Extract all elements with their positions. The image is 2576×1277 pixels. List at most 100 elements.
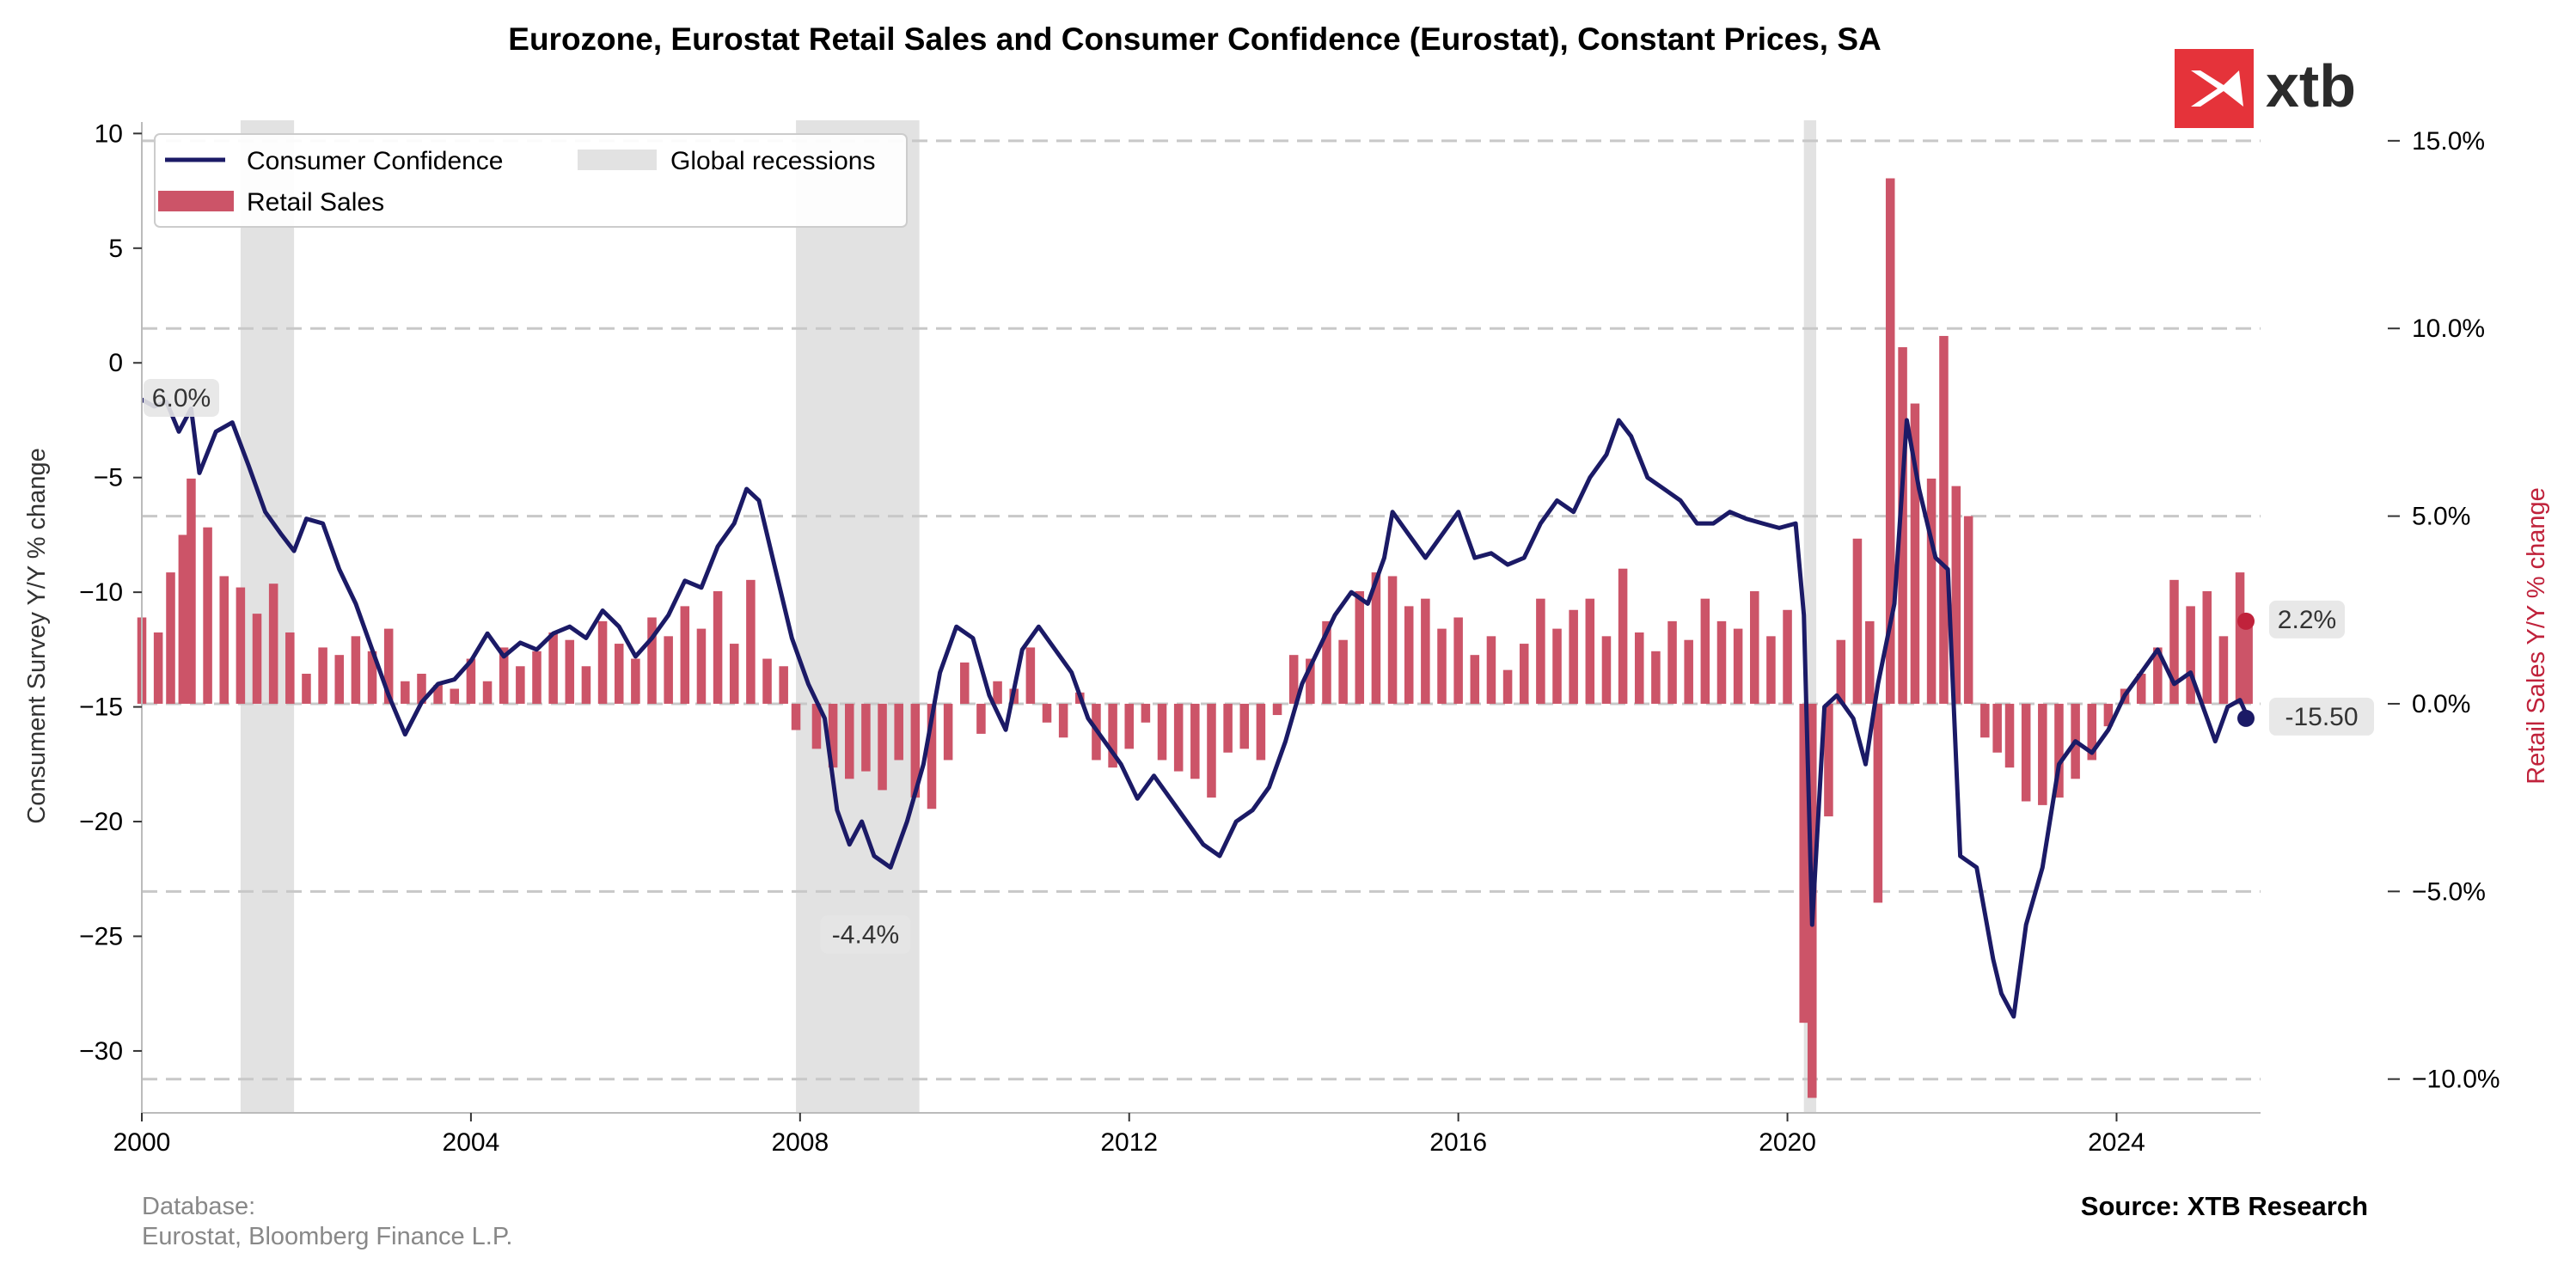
retail-sales-bar (1992, 703, 2002, 753)
retail-sales-bar (1716, 620, 1727, 704)
annotation-start-box (144, 378, 219, 417)
consumer-confidence-end-label-box (2269, 697, 2374, 736)
retail-sales-bar (1437, 628, 1447, 704)
right-tick-label: −5.0% (2412, 877, 2486, 906)
retail-sales-bar (647, 617, 657, 704)
legend-label-consumer-confidence: Consumer Confidence (247, 147, 504, 175)
legend-swatch-global-recessions (578, 150, 657, 170)
retail-sales-bar (565, 639, 575, 704)
retail-sales-bar (1552, 628, 1562, 704)
retail-sales-bar (1058, 703, 1068, 738)
retail-sales-end-marker (2237, 612, 2255, 630)
retail-sales-bar (1272, 703, 1282, 716)
left-tick-label: −15 (79, 693, 123, 722)
x-tick-label: 2024 (2088, 1128, 2145, 1157)
retail-sales-bar (1371, 572, 1381, 704)
x-tick-label: 2012 (1100, 1128, 1158, 1157)
retail-sales-bar (696, 628, 707, 704)
retail-sales-bar (417, 674, 426, 704)
retail-sales-bar (2153, 647, 2163, 704)
retail-sales-bar (499, 647, 509, 704)
left-tick-label: −10 (79, 578, 123, 607)
source-text: Source: XTB Research (2081, 1191, 2368, 1221)
legend: Consumer Confidence Global recessions Re… (154, 133, 908, 228)
retail-sales-bar (631, 658, 640, 704)
retail-sales-bar (1190, 703, 1200, 779)
retail-sales-bar (729, 644, 739, 704)
retail-sales-bar (1404, 606, 1414, 704)
retail-sales-bar (1256, 703, 1266, 761)
retail-sales-bar (1885, 178, 1895, 704)
right-axis-label: Retail Sales Y/Y % change (2523, 487, 2550, 785)
retail-sales-bar (1684, 639, 1693, 704)
retail-sales-bar (927, 703, 937, 810)
retail-sales-bar (1421, 598, 1430, 704)
retail-sales-bar (1387, 576, 1398, 704)
consumer-confidence-end-marker (2237, 709, 2255, 727)
retail-sales-bar (791, 703, 801, 730)
retail-sales-bar (1173, 703, 1184, 772)
retail-sales-bar (1898, 347, 1907, 704)
right-tick-label: −10.0% (2412, 1066, 2500, 1094)
retail-sales-bar (1799, 703, 1808, 1023)
retail-sales-bar (878, 703, 887, 791)
retail-sales-bar (302, 674, 311, 704)
consumer-confidence-end-label: -15.50 (2285, 703, 2358, 731)
retail-sales-bar (614, 644, 624, 704)
retail-sales-bar (433, 685, 443, 704)
retail-sales-bar (1502, 669, 1513, 704)
retail-sales-bar (2202, 590, 2212, 704)
retail-sales-bar (153, 632, 163, 704)
retail-sales-bar (219, 576, 229, 704)
x-tick-label: 2004 (443, 1128, 500, 1157)
xtb-logo-mark (2175, 49, 2254, 128)
retail-sales-bar (2021, 703, 2031, 802)
retail-sales-bar (779, 666, 788, 704)
retail-sales-bar (1288, 655, 1299, 704)
retail-sales-bar (2087, 703, 2097, 761)
retail-sales-bar (993, 681, 1002, 704)
retail-sales-bar (1750, 590, 1759, 704)
retail-sales-bar (2186, 606, 2195, 704)
retail-sales-bar (1453, 617, 1463, 704)
x-tick-label: 2000 (113, 1128, 171, 1157)
x-tick-label: 2008 (771, 1128, 829, 1157)
retail-sales-bar (252, 614, 262, 704)
retail-sales-bar (1025, 647, 1036, 704)
retail-sales-bar (1836, 639, 1846, 704)
retail-sales-bar (861, 703, 871, 772)
retail-sales-bar (2038, 703, 2047, 805)
x-tick-label: 2016 (1429, 1128, 1487, 1157)
retail-sales-bar (548, 632, 558, 704)
retail-sales-bar (1783, 609, 1792, 704)
retail-sales-bar (1618, 568, 1628, 704)
retail-sales-bar (680, 606, 690, 704)
right-tick-label: 15.0% (2412, 127, 2485, 156)
retail-sales-bar (1824, 703, 1833, 816)
retail-sales-bar (943, 703, 953, 761)
retail-sales-bar (1042, 703, 1052, 723)
retail-sales-bar (1963, 516, 1973, 704)
retail-sales-bar (1733, 628, 1743, 704)
retail-sales-bar (1108, 703, 1117, 768)
annotations: 6.0% -4.4% 2.2% -15.50 (144, 378, 2374, 954)
retail-sales-bar (1766, 636, 1776, 704)
retail-sales-bar (746, 579, 756, 704)
retail-sales-bar (1939, 335, 1949, 704)
retail-sales-bar (1223, 703, 1233, 753)
retail-sales-bar (187, 478, 196, 704)
retail-sales-bar (1926, 478, 1937, 704)
annotation-start: 6.0% (152, 384, 211, 412)
retail-sales-bar (318, 647, 327, 704)
retail-sales-bar (664, 636, 673, 704)
recession-span (240, 120, 295, 1113)
left-tick-label: −25 (79, 922, 123, 950)
retail-sales-bar (976, 703, 986, 734)
retail-sales-bar (2103, 703, 2114, 727)
annotation-trough: -4.4% (832, 920, 899, 949)
retail-sales-bar (1207, 703, 1216, 798)
retail-sales-bar (1322, 620, 1331, 704)
retail-sales-bar (203, 527, 212, 704)
retail-sales-bar (581, 666, 591, 704)
